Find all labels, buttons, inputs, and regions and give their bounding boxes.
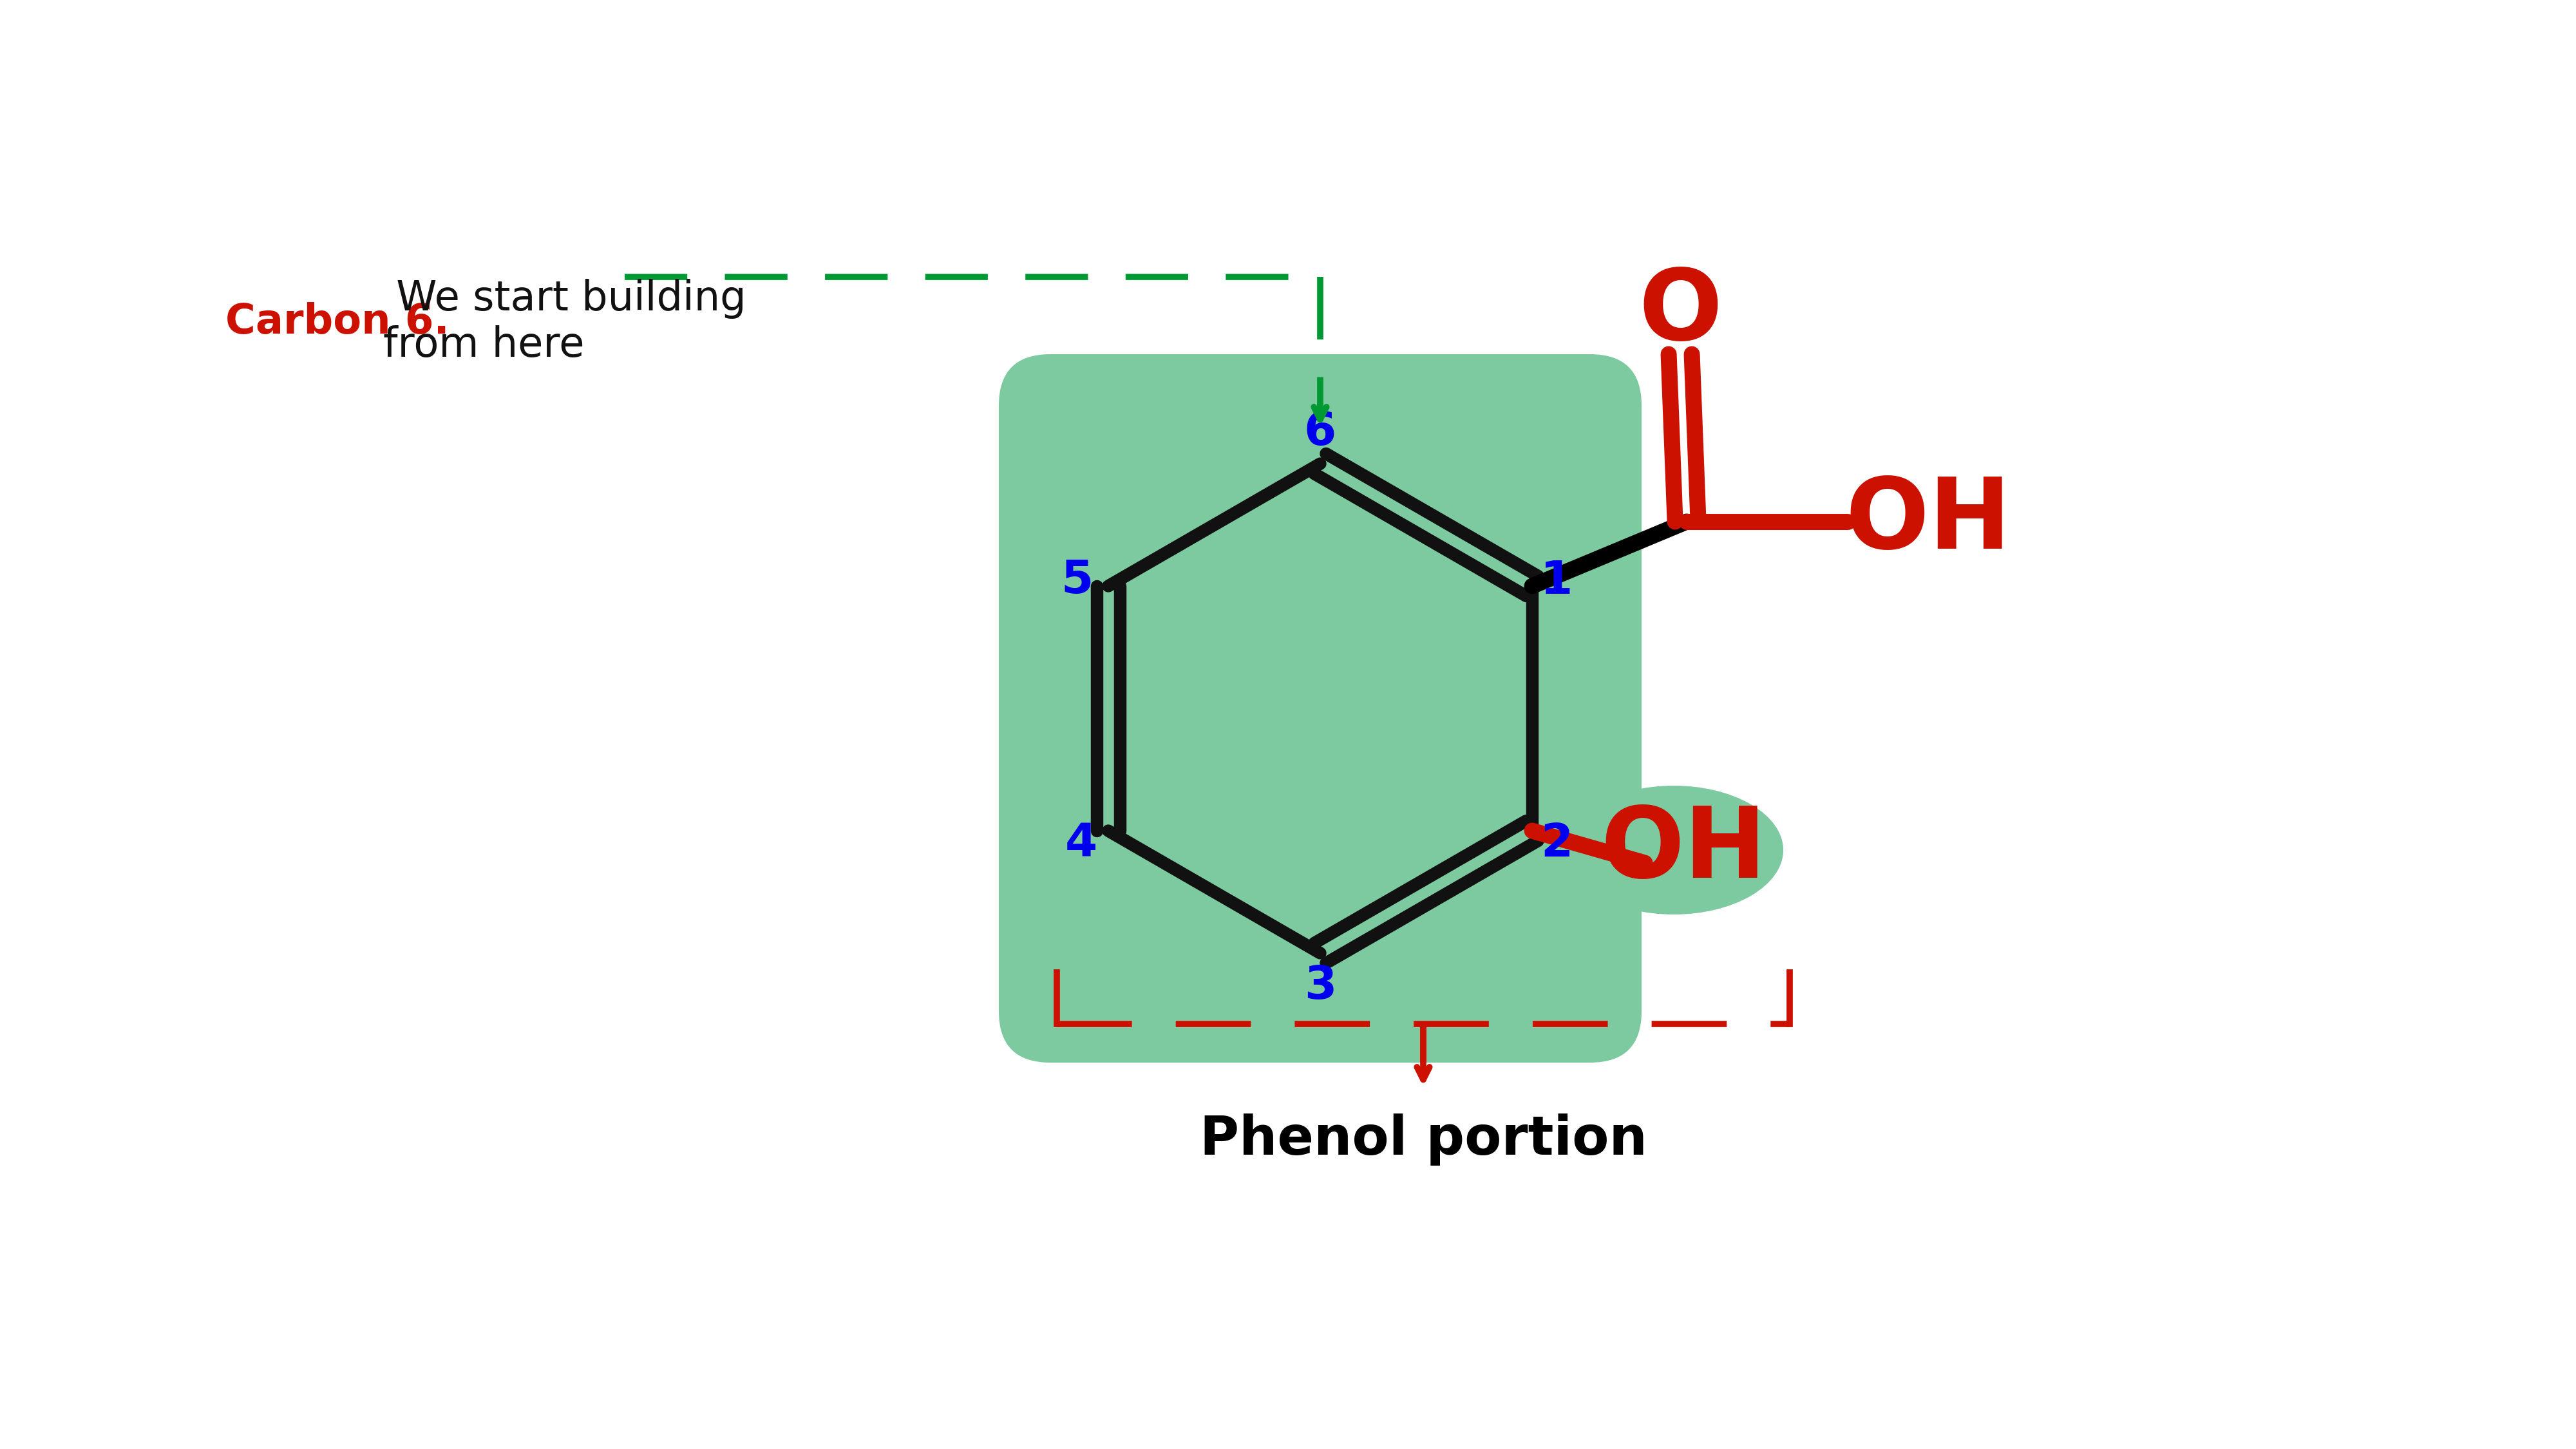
Text: O: O (1638, 264, 1723, 361)
Text: 2: 2 (1540, 822, 1574, 867)
Ellipse shape (1564, 785, 1783, 914)
Text: We start building
from here: We start building from here (384, 278, 747, 365)
Text: 4: 4 (1064, 822, 1097, 867)
Text: 1: 1 (1540, 559, 1574, 603)
Text: Carbon 6.: Carbon 6. (227, 301, 448, 342)
Text: 5: 5 (1061, 559, 1095, 603)
Text: 6: 6 (1303, 410, 1337, 455)
Text: OH: OH (1844, 474, 2012, 569)
Text: Phenol portion: Phenol portion (1200, 1114, 1646, 1166)
FancyBboxPatch shape (999, 354, 1641, 1062)
Text: OH: OH (1600, 803, 1767, 898)
Text: 3: 3 (1303, 965, 1337, 1009)
